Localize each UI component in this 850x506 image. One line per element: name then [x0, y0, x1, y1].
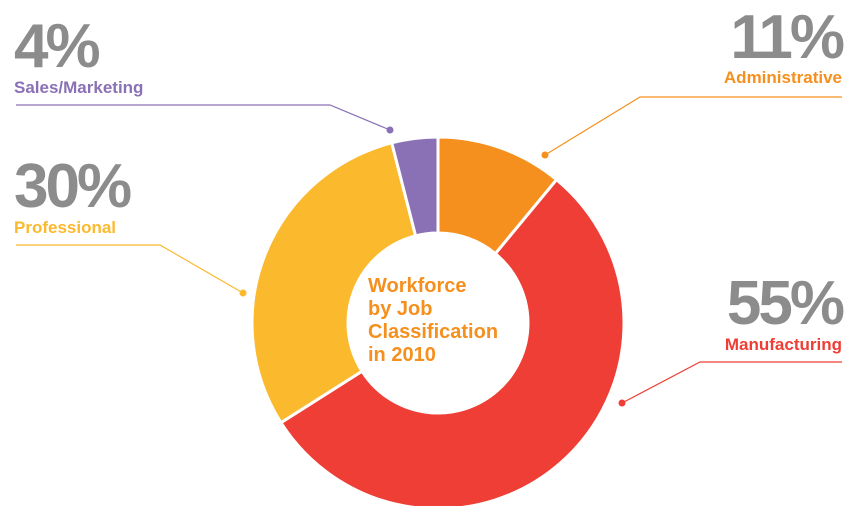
chart-title: by Job — [368, 298, 432, 320]
percent-label: 4% — [14, 12, 99, 81]
chart-title: Classification — [368, 321, 498, 343]
category-label: Administrative — [724, 68, 842, 87]
leader-dot — [386, 126, 394, 134]
donut-slice — [389, 135, 440, 238]
category-label: Professional — [14, 218, 116, 237]
leader-dot — [541, 151, 549, 159]
percent-label: 11% — [730, 3, 844, 72]
leader-dot — [239, 289, 247, 297]
category-label: Sales/Marketing — [14, 78, 143, 97]
donut-slice — [278, 177, 626, 506]
leader-line — [544, 96, 842, 156]
chart-title: in 2010 — [368, 344, 436, 366]
leader-dot — [618, 399, 626, 407]
percent-label: 30% — [14, 152, 131, 221]
leader-line — [621, 361, 842, 404]
category-label: Manufacturing — [725, 335, 842, 354]
leader-line — [16, 104, 391, 131]
leader-line — [16, 244, 244, 294]
percent-label: 55% — [727, 269, 844, 338]
donut-slice — [250, 141, 418, 425]
chart-title: Workforce — [368, 275, 467, 297]
